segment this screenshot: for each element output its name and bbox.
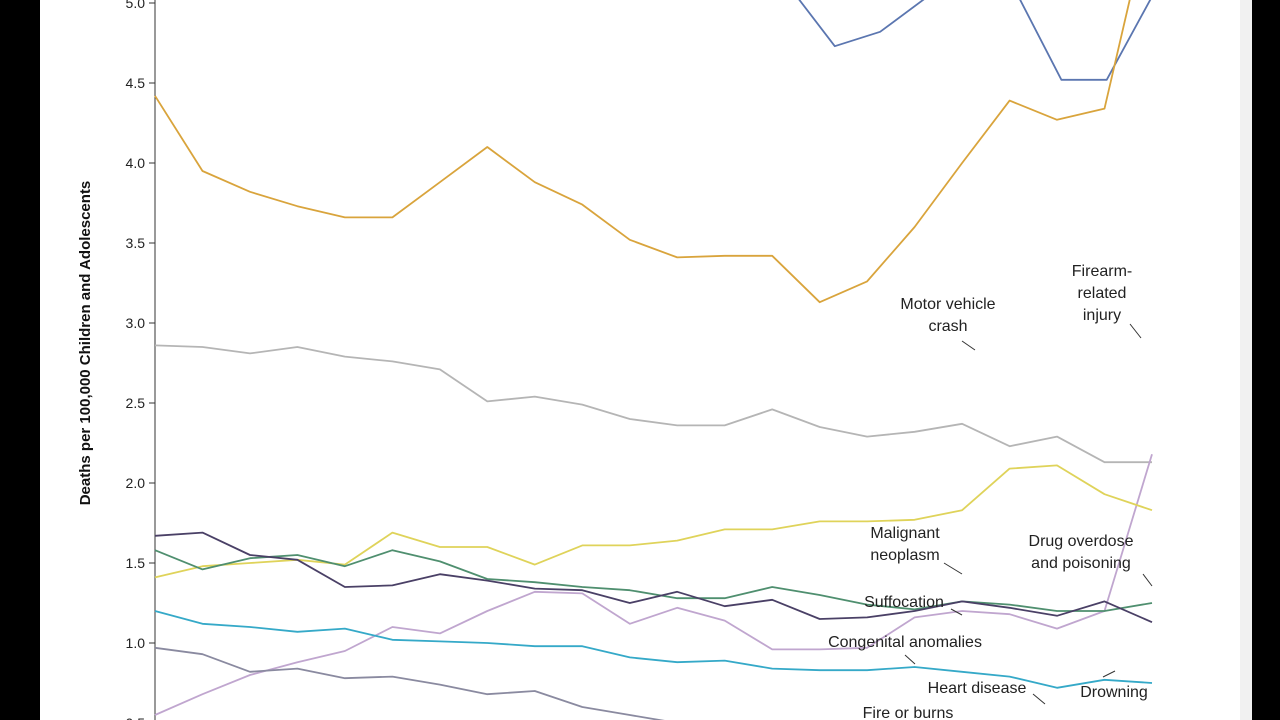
leader-heart bbox=[1032, 693, 1046, 705]
leader-suffocation bbox=[950, 608, 963, 616]
series-line-heart bbox=[154, 610, 1153, 689]
annotation-motor: crash bbox=[928, 318, 967, 335]
y-axis-ticks: 0.51.01.52.02.53.03.54.04.55.05.56.06.57… bbox=[126, 0, 155, 720]
annotation-drug: Drug overdose bbox=[1029, 533, 1134, 550]
annotation-drug: and poisoning bbox=[1031, 555, 1131, 572]
annotation-motor: Motor vehicle bbox=[900, 296, 995, 313]
leader-cancer bbox=[943, 562, 963, 575]
y-tick-label: 5.0 bbox=[126, 0, 146, 11]
series-annotations: Motor vehicle crash Firearm-related injury M… bbox=[828, 263, 1148, 720]
series-line-cancer bbox=[154, 344, 1152, 464]
annotation-firearm: Firearm- bbox=[1072, 263, 1132, 280]
series-line-suffocation bbox=[154, 464, 1153, 579]
y-tick-label: 4.0 bbox=[126, 155, 146, 171]
series-line-firearm bbox=[154, 0, 1131, 304]
y-tick-label: 3.0 bbox=[126, 315, 146, 331]
y-tick-label: 1.5 bbox=[126, 555, 146, 571]
right-margin-strip bbox=[1240, 0, 1252, 720]
series-lines bbox=[154, 0, 1153, 720]
leader-drowning bbox=[1102, 670, 1116, 678]
leader-motor bbox=[961, 340, 976, 351]
y-tick-label: 3.5 bbox=[126, 235, 146, 251]
series-line-other bbox=[154, 531, 1153, 624]
annotation-fire: Fire or burns bbox=[863, 705, 954, 720]
annotation-congenital: Congenital anomalies bbox=[828, 634, 982, 651]
series-line-congenital bbox=[154, 549, 1153, 612]
annotation-leaders bbox=[904, 323, 1153, 705]
leader-congenital bbox=[904, 654, 916, 665]
annotation-cancer: neoplasm bbox=[870, 547, 939, 564]
leader-drug bbox=[1142, 573, 1153, 587]
annotation-firearm: related bbox=[1078, 285, 1127, 302]
y-tick-label: 2.0 bbox=[126, 475, 146, 491]
y-axis-label: Deaths per 100,000 Children and Adolesce… bbox=[77, 181, 94, 506]
annotation-firearm: injury bbox=[1083, 307, 1121, 324]
annotation-heart: Heart disease bbox=[928, 680, 1027, 697]
annotation-suffocation: Suffocation bbox=[864, 594, 944, 611]
y-tick-label: 0.5 bbox=[126, 715, 146, 720]
series-line-drowning bbox=[154, 646, 665, 720]
leader-firearm bbox=[1129, 323, 1142, 339]
y-tick-label: 4.5 bbox=[126, 75, 146, 91]
annotation-drowning: Drowning bbox=[1080, 684, 1148, 701]
annotation-cancer: Malignant bbox=[870, 525, 940, 542]
y-tick-label: 2.5 bbox=[126, 395, 146, 411]
series-line-motor bbox=[798, 0, 1152, 81]
series-line-drug bbox=[154, 453, 1153, 716]
y-tick-label: 1.0 bbox=[126, 635, 146, 651]
